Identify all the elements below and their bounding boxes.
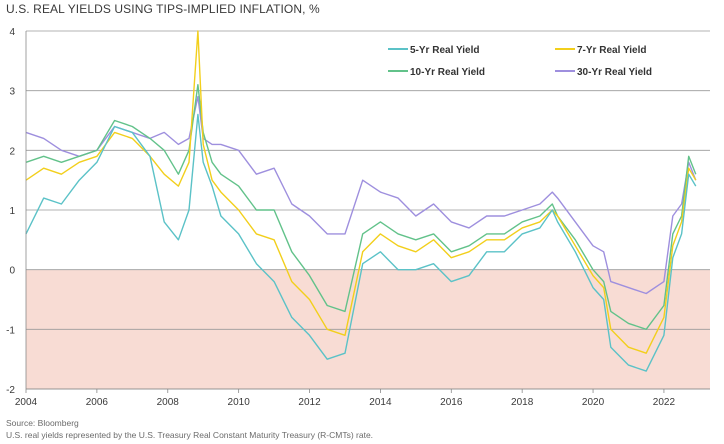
y-tick-label: 1 — [9, 206, 15, 217]
x-tick-label: 2008 — [157, 397, 180, 408]
x-tick-label: 2014 — [369, 397, 392, 408]
x-tick-label: 2016 — [440, 397, 463, 408]
legend-label: 5-Yr Real Yield — [410, 45, 479, 56]
y-tick-label: -2 — [6, 385, 15, 396]
x-tick-label: 2004 — [15, 397, 38, 408]
x-tick-label: 2018 — [511, 397, 534, 408]
x-tick-label: 2012 — [298, 397, 321, 408]
line-chart: -2 -1 0 1 2 3 4 2004 2006 2008 2010 2012 2014 2016 201… — [0, 0, 724, 444]
x-tick-label: 2010 — [228, 397, 251, 408]
x-tick-label: 2022 — [653, 397, 676, 408]
footnote: U.S. real yields represented by the U.S.… — [6, 430, 373, 440]
y-tick-label: 0 — [9, 266, 15, 277]
x-tick-label: 2020 — [582, 397, 605, 408]
x-tick-label: 2006 — [86, 397, 109, 408]
y-tick-label: 3 — [9, 87, 15, 98]
y-tick-label: -1 — [6, 325, 15, 336]
y-tick-label: 2 — [9, 146, 15, 157]
legend-label: 7-Yr Real Yield — [577, 45, 646, 56]
legend-label: 30-Yr Real Yield — [577, 67, 652, 78]
y-tick-label: 4 — [9, 27, 15, 38]
series-line-30-yr-real-yield — [26, 97, 696, 294]
source-note: Source: Bloomberg — [6, 418, 79, 428]
legend-label: 10-Yr Real Yield — [410, 67, 485, 78]
